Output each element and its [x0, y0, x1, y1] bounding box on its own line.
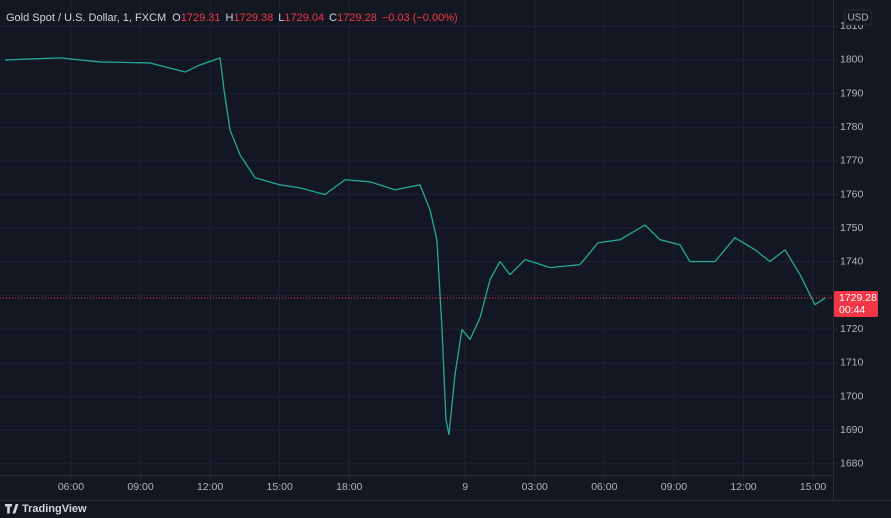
- plot: [0, 57, 833, 436]
- y-tick-label: 1710: [840, 357, 864, 369]
- y-tick-label: 1700: [840, 390, 864, 402]
- ohlc-label: O: [172, 12, 181, 24]
- ohlc-label: H: [226, 12, 234, 24]
- y-tick-label: 1760: [840, 188, 864, 200]
- price-axis: 1680169017001710172017301740175017601770…: [833, 20, 878, 470]
- y-tick-label: 1800: [840, 54, 864, 66]
- ohlc-value: 1729.31: [181, 12, 221, 24]
- ohlc-value: 1729.04: [284, 12, 324, 24]
- x-tick-label: 15:00: [267, 481, 293, 493]
- y-tick-label: 1790: [840, 87, 864, 99]
- x-tick-label: 15:00: [800, 481, 826, 493]
- time-axis: 06:00 09:00 12:00 15:00 18:00 9 03:00 06:00 09:0…: [58, 475, 826, 493]
- y-tick-label: 1750: [840, 222, 864, 234]
- x-tick-label: 09:00: [127, 481, 153, 493]
- y-tick-label: 1680: [840, 458, 864, 470]
- x-tick-label: 12:00: [730, 481, 756, 493]
- brand: TradingView: [22, 503, 87, 515]
- footer: [0, 500, 891, 518]
- currency: USD: [847, 13, 868, 24]
- x-tick-label: 9: [462, 481, 468, 493]
- grid: [0, 0, 833, 475]
- ohlc-label: L: [278, 12, 284, 24]
- last-price-label: 1729.28: [839, 292, 877, 304]
- last-price-box: [834, 290, 878, 317]
- y-tick-label: 1690: [840, 424, 864, 436]
- price-line: [5, 57, 826, 436]
- symbol-legend: Gold Spot / U.S. Dollar, 1, FXCM O1729.31…: [6, 12, 458, 24]
- x-tick-label: 06:00: [58, 481, 84, 493]
- x-tick-label: 18:00: [336, 481, 362, 493]
- symbol-title: Gold Spot / U.S. Dollar, 1, FXCM: [6, 12, 166, 24]
- currency-box: [844, 9, 872, 26]
- y-tick-label: 1720: [840, 323, 864, 335]
- x-tick-label: 06:00: [591, 481, 617, 493]
- y-tick-label: 1770: [840, 155, 864, 167]
- x-tick-label: 09:00: [661, 481, 687, 493]
- x-tick-label: 12:00: [197, 481, 223, 493]
- brand-logo: [5, 504, 19, 514]
- ohlc-value: 1729.28: [337, 12, 377, 24]
- y-tick-label: 1780: [840, 121, 864, 133]
- ohlc-label: C: [329, 12, 337, 24]
- change: −0.03 (−0.00%): [382, 12, 458, 24]
- countdown: 00:44: [839, 304, 865, 316]
- ohlc-value: 1729.38: [233, 12, 273, 24]
- y-tick-label: 1740: [840, 256, 864, 268]
- x-tick-label: 03:00: [522, 481, 548, 493]
